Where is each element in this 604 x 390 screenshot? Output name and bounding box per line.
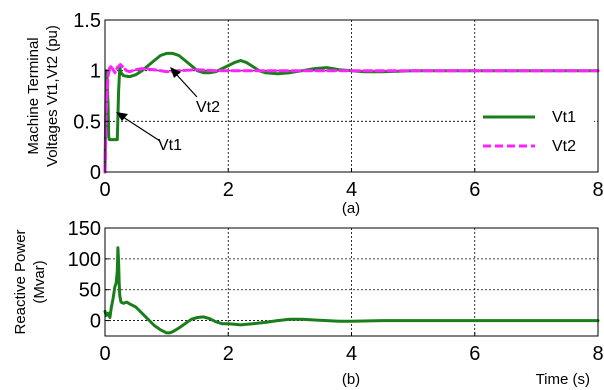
chart-a-ylabel-line2: Voltages Vt1,Vt2 (pu)	[44, 25, 61, 167]
chart-b-ytick-label: 150	[68, 218, 101, 240]
chart-a-ytick-label: 1	[90, 61, 101, 83]
annotation-vt2: Vt2	[170, 67, 220, 116]
chart-b-xtick-label: 6	[469, 343, 480, 365]
chart-a-xtick-label: 8	[592, 179, 603, 201]
chart-a-ytick-label: 0	[90, 162, 101, 184]
chart-b-ytick-label: 0	[90, 311, 101, 333]
chart-a-caption: (a)	[342, 200, 360, 217]
chart-a-xtick-label: 4	[346, 179, 357, 201]
legend-label-vt2: Vt2	[552, 138, 576, 155]
chart-b-xlabel: Time (s)	[536, 371, 590, 388]
chart-a-legend: Vt1 Vt2	[476, 104, 594, 164]
chart-b-xtick-label: 2	[223, 343, 234, 365]
annotation-vt2-label: Vt2	[196, 99, 220, 116]
annotation-vt1: Vt1	[116, 112, 182, 154]
annotation-vt2-arrow	[175, 73, 198, 98]
chart-b-ylabel-line1: Reactive Power	[12, 229, 29, 334]
chart-a-xtick-label: 6	[469, 179, 480, 201]
chart-b: 0 2 4 6 8 0 50 100 150 Reactive Power (Mvar) (b…	[12, 218, 604, 388]
chart-b-ytick-label: 50	[79, 280, 101, 302]
chart-b-xtick-label: 0	[99, 343, 110, 365]
chart-a-ytick-label: 1.5	[73, 10, 101, 32]
chart-a-series-vt2	[103, 63, 600, 174]
legend-background	[476, 104, 594, 164]
chart-a: 0 2 4 6 8 0 0.5 1 1.5 Machine Terminal Voltages…	[25, 10, 604, 217]
chart-b-series-line	[103, 246, 600, 335]
annotation-vt1-arrowhead	[116, 112, 128, 121]
annotation-vt1-label: Vt1	[158, 137, 182, 154]
chart-a-series-vt1	[103, 51, 600, 174]
annotation-vt1-arrow	[122, 116, 161, 142]
annotation-vt2-arrowhead	[170, 67, 181, 78]
legend-label-vt1: Vt1	[552, 109, 576, 126]
chart-a-ytick-label: 0.5	[73, 111, 101, 133]
chart-b-caption: (b)	[342, 371, 360, 388]
chart-b-xtick-label: 4	[346, 343, 357, 365]
chart-a-xtick-label: 2	[223, 179, 234, 201]
chart-a-xtick-label: 0	[99, 179, 110, 201]
chart-b-ylabel-line2: (Mvar)	[31, 260, 48, 303]
chart-b-xtick-label: 8	[592, 343, 603, 365]
chart-b-ytick-label: 100	[68, 249, 101, 271]
chart-a-ylabel-line1: Machine Terminal	[25, 37, 42, 154]
